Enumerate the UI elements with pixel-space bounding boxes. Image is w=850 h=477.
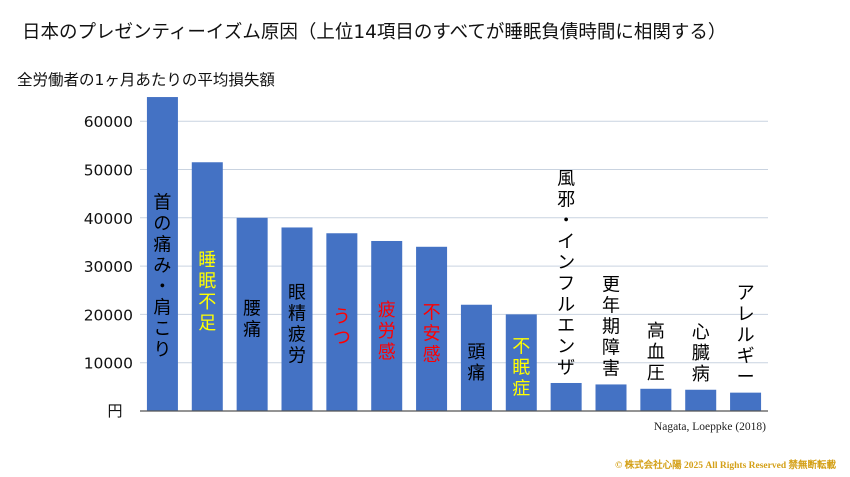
y-tick-label: 50000 xyxy=(84,162,133,180)
bar xyxy=(416,246,448,411)
chart-subtitle: 全労働者の1ヶ月あたりの平均損失額 xyxy=(17,71,275,89)
category-label: 不安感 xyxy=(423,303,441,366)
bar xyxy=(146,97,178,412)
bar xyxy=(236,217,268,411)
bar xyxy=(371,240,403,411)
category-label: うつ xyxy=(333,306,351,348)
y-tick-label: 10000 xyxy=(84,355,133,373)
bar xyxy=(550,382,582,411)
category-label: 頭痛 xyxy=(467,342,485,384)
y-tick-label: 60000 xyxy=(84,113,133,131)
bar xyxy=(191,162,223,411)
category-label: アレルギー xyxy=(737,283,755,388)
y-tick-label: 20000 xyxy=(84,306,133,324)
category-label: 首の痛み・肩こり xyxy=(153,192,171,360)
category-label: 不眠症 xyxy=(512,337,530,400)
bar xyxy=(730,392,762,411)
category-label: 高血圧 xyxy=(647,321,665,384)
category-label: 睡眠不足 xyxy=(198,250,216,334)
copyright-notice: © 株式会社心陽 2025 All Rights Reserved 禁無断転載 xyxy=(615,461,836,471)
category-label: 風邪・インフルエンザ xyxy=(557,168,575,378)
category-label: 腰痛 xyxy=(243,299,261,341)
category-label: 心臓病 xyxy=(692,322,710,385)
category-label: 疲労感 xyxy=(378,300,396,363)
category-label: 更年期障害 xyxy=(602,275,620,380)
bar xyxy=(595,384,627,411)
bar xyxy=(640,388,672,411)
bar xyxy=(685,389,717,411)
chart-title: 日本のプレゼンティーイズム原因（上位14項目のすべてが睡眠負債時間に相関する） xyxy=(22,22,727,43)
bar xyxy=(326,233,358,411)
bar xyxy=(460,304,492,411)
y-tick-label: 40000 xyxy=(84,210,133,228)
source-citation: Nagata, Loeppke (2018) xyxy=(653,421,766,433)
y-tick-label: 30000 xyxy=(84,258,133,276)
bar xyxy=(505,314,537,411)
bar xyxy=(281,227,313,411)
y-unit-label: 円 xyxy=(107,402,122,420)
category-label: 眼精疲労 xyxy=(288,283,306,367)
